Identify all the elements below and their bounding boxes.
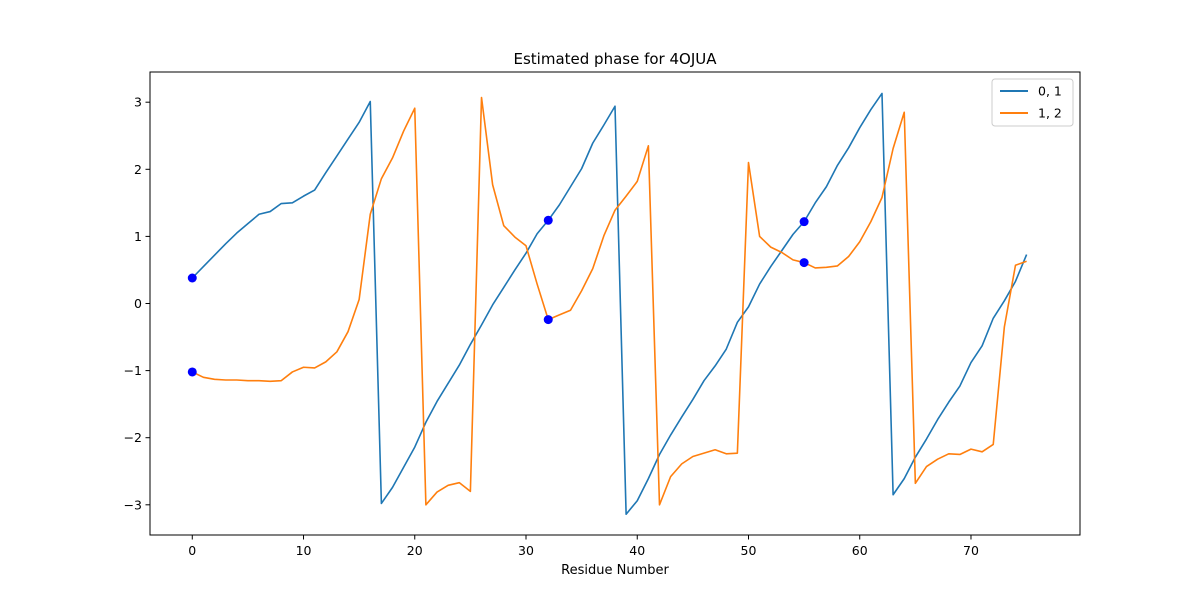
- y-tick-label: −2: [124, 430, 142, 445]
- marker-point: [187, 367, 197, 377]
- y-tick-label: −3: [124, 497, 142, 512]
- x-tick-label: 40: [629, 543, 645, 558]
- x-tick-label: 50: [741, 543, 757, 558]
- x-tick-label: 70: [963, 543, 979, 558]
- x-axis: 0 10 20 30 40 50 60 70: [188, 535, 979, 558]
- legend: 0, 1 1, 2: [991, 78, 1074, 127]
- series-layer: [191, 92, 1028, 516]
- y-tick-label: −1: [124, 363, 142, 378]
- marker-point: [187, 273, 197, 283]
- marker-layer: [187, 215, 809, 377]
- y-tick-label: 0: [134, 296, 142, 311]
- x-tick-label: 30: [518, 543, 534, 558]
- legend-label-series-1: 0, 1: [1038, 84, 1062, 99]
- legend-label-series-2: 1, 2: [1038, 106, 1062, 121]
- y-tick-label: 3: [134, 95, 142, 110]
- y-tick-label: 2: [134, 162, 142, 177]
- series-line-1: [191, 92, 1028, 516]
- marker-point: [799, 217, 809, 227]
- marker-point: [543, 315, 553, 325]
- x-tick-label: 0: [188, 543, 196, 558]
- series-line-2: [191, 96, 1027, 506]
- y-axis: −3 −2 −1 0 1 2 3: [124, 95, 150, 512]
- marker-point: [543, 215, 553, 225]
- plot-frame: [149, 71, 1081, 536]
- marker-point: [799, 258, 809, 268]
- x-tick-label: 20: [407, 543, 423, 558]
- x-tick-label: 60: [852, 543, 868, 558]
- x-axis-label: Residue Number: [561, 563, 669, 578]
- x-tick-label: 10: [296, 543, 312, 558]
- y-tick-label: 1: [134, 229, 142, 244]
- chart-title: Estimated phase for 4OJUA: [514, 50, 718, 68]
